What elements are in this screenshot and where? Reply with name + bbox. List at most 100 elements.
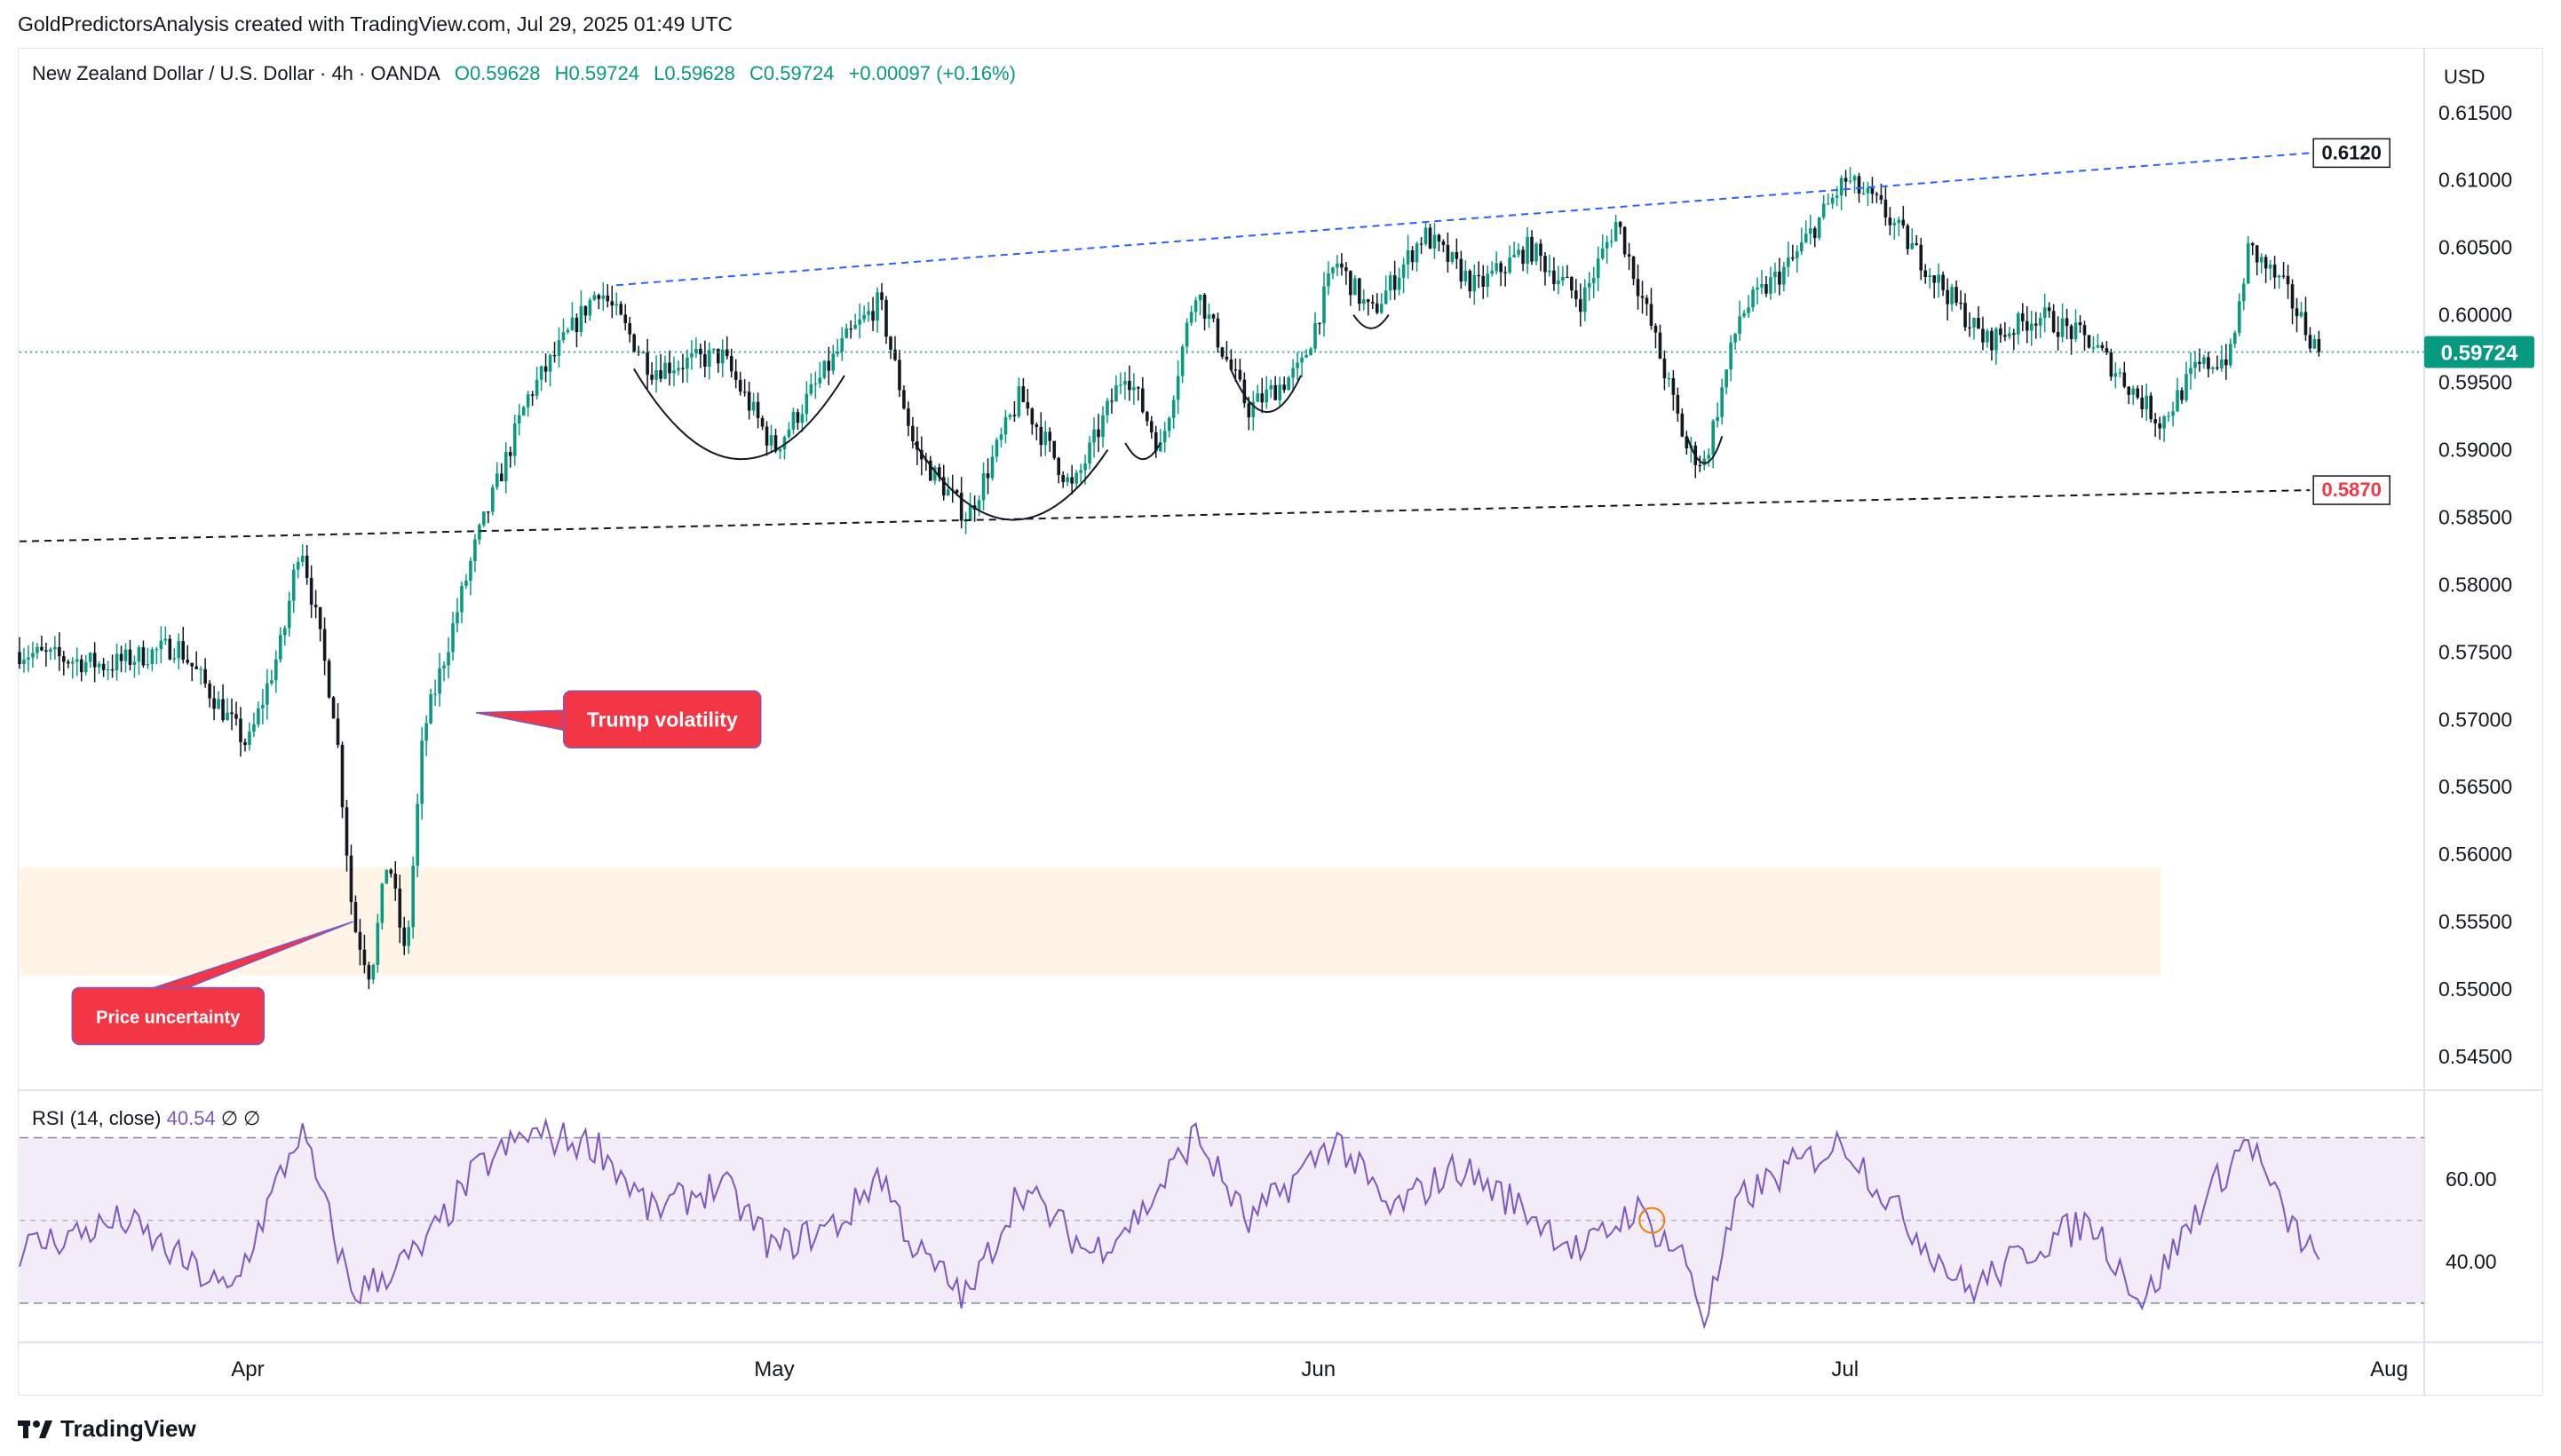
candle-body	[186, 660, 190, 663]
support-zone	[20, 867, 2161, 976]
candle-body	[438, 668, 441, 694]
candle-body	[1088, 442, 1091, 464]
open-value: O0.59628	[454, 62, 541, 84]
candle-body	[1021, 386, 1026, 402]
candle-body	[70, 661, 75, 664]
candle-body	[1495, 263, 1498, 272]
trendline-label: 0.6120	[2322, 141, 2382, 163]
candle-body	[690, 352, 694, 358]
candle-body	[733, 371, 738, 380]
candle-body	[880, 292, 884, 300]
candle-body	[305, 555, 309, 578]
candle-body	[2012, 333, 2016, 335]
candle-body	[2051, 311, 2056, 333]
candle-body	[2047, 307, 2051, 312]
candle-body	[1083, 463, 1087, 471]
candle-body	[716, 348, 720, 364]
candle-body	[1269, 384, 1273, 390]
candle-body	[1799, 241, 1804, 252]
candle-body	[1035, 424, 1039, 427]
candle-body	[1327, 273, 1330, 287]
candle-body	[1437, 234, 1441, 241]
candle-body	[708, 350, 711, 368]
candle-body	[36, 646, 39, 653]
candle-body	[1137, 387, 1140, 389]
currency-label[interactable]: USD	[2444, 66, 2486, 88]
candle-body	[1401, 264, 1406, 278]
trendline-2[interactable]	[19, 489, 2311, 542]
candle-body	[1830, 197, 1835, 204]
candle-body	[508, 451, 512, 456]
candle-body	[1950, 287, 1954, 305]
trendline-1[interactable]	[615, 152, 2311, 287]
candle-body	[2029, 323, 2034, 331]
candle-body	[889, 336, 892, 350]
candle-body	[1994, 328, 1998, 351]
candle-body	[668, 362, 671, 374]
candle-body	[252, 724, 256, 732]
candle-body	[1923, 270, 1928, 278]
candle-body	[1384, 290, 1388, 305]
candle-body	[1915, 243, 1919, 245]
candle-body	[1370, 302, 1375, 304]
candle-body	[747, 392, 751, 411]
candle-body	[2272, 265, 2277, 278]
candle-body	[1812, 228, 1817, 239]
candle-body	[1349, 271, 1352, 296]
candle-body	[1180, 346, 1185, 376]
candle-body	[1030, 408, 1035, 425]
candle-body	[1981, 328, 1985, 343]
chart-frame	[18, 48, 2543, 1396]
candle-body	[1972, 318, 1976, 328]
candle-body	[278, 635, 282, 660]
callout-2[interactable]: Price uncertainty	[71, 921, 353, 1046]
candle-body	[487, 511, 490, 513]
tradingview-logo-icon	[18, 1420, 52, 1438]
candle-body	[1729, 342, 1732, 370]
candle-body	[1760, 284, 1764, 288]
low-value: L0.59628	[654, 62, 735, 84]
candle-body	[1582, 287, 1587, 313]
candle-body	[106, 669, 110, 671]
candle-body	[469, 560, 472, 582]
candle-body	[1883, 199, 1888, 218]
candle-body	[619, 304, 623, 315]
candle-body	[1857, 176, 1861, 194]
candle-body	[226, 712, 229, 721]
candle-body	[827, 360, 831, 371]
candle-body	[1265, 389, 1269, 403]
candle-body	[1600, 248, 1605, 259]
rsi-line[interactable]	[19, 1117, 2320, 1330]
candle-body	[1309, 348, 1312, 356]
candle-body	[58, 646, 61, 657]
callout-1[interactable]: Trump volatility	[475, 690, 762, 749]
candle-body	[760, 417, 765, 427]
candle-body	[1932, 275, 1936, 283]
candle-body	[853, 324, 857, 329]
candle-body	[995, 439, 999, 457]
candle-body	[190, 662, 194, 667]
candle-body	[177, 641, 181, 659]
candle-body	[871, 311, 875, 321]
candle-body	[1821, 203, 1826, 218]
candle-body	[902, 390, 906, 409]
footer[interactable]: TradingView	[18, 1415, 196, 1443]
candle-body	[66, 661, 70, 664]
symbol-title: New Zealand Dollar / U.S. Dollar · 4h · …	[32, 62, 440, 84]
candle-body	[1167, 417, 1171, 431]
candle-body	[1796, 251, 1799, 258]
attribution-text: GoldPredictorsAnalysis created with Trad…	[18, 12, 733, 36]
candle-body	[1990, 330, 1994, 351]
candle-body	[557, 340, 561, 356]
trendline-label: 0.5870	[2322, 479, 2382, 501]
candle-body	[1738, 316, 1741, 334]
candle-body	[1119, 384, 1122, 386]
candle-body	[800, 414, 805, 423]
candle-body	[2105, 348, 2109, 353]
candle-body	[703, 353, 707, 368]
candle-body	[2198, 361, 2201, 365]
current-price-tag	[2424, 336, 2534, 368]
pattern-arc-2	[914, 442, 1109, 521]
candle-body	[592, 295, 597, 300]
